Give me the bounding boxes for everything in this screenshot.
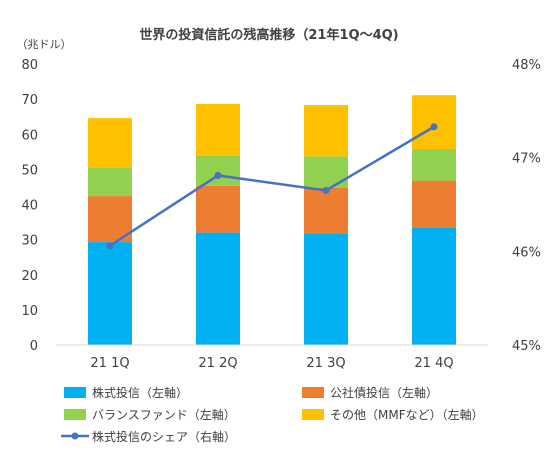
y-axis-ticks: 0 10 20 30 40 50 60 70 80	[21, 58, 38, 354]
legend-item-5: 株式投信のシェア（右軸）	[61, 429, 236, 444]
x-tick-label: 21 1Q	[90, 356, 129, 371]
y-tick-label: 80	[21, 58, 38, 73]
legend: 株式投信（左軸） 公社債投信（左軸） バランスファンド（左軸） その他（MMFなど）（…	[61, 385, 484, 444]
x-tick-label: 21 4Q	[414, 356, 453, 371]
y-tick-label: 30	[21, 234, 38, 249]
y-tick-label: 60	[21, 128, 38, 143]
bar-segment-3	[88, 167, 132, 197]
legend-item-2: 公社債投信（左軸）	[302, 385, 438, 400]
legend-label: その他（MMFなど）（左軸）	[330, 407, 484, 422]
bar-segment-3	[304, 156, 348, 188]
bar-segment-3	[196, 155, 240, 186]
legend-swatch-marker	[71, 432, 79, 440]
bar-segment-4	[412, 95, 456, 150]
share-point	[322, 186, 330, 194]
bar-segment-2	[88, 196, 132, 243]
x-tick-label: 21 3Q	[306, 356, 345, 371]
y2-tick-label: 48%	[512, 58, 541, 73]
y2-tick-label: 47%	[512, 152, 541, 167]
bar-segment-2	[196, 185, 240, 233]
bar-segment-1	[88, 242, 132, 345]
legend-swatch	[64, 409, 86, 420]
legend-label: バランスファンド（左軸）	[92, 407, 236, 422]
share-point	[214, 171, 222, 179]
y-tick-label: 40	[21, 199, 38, 214]
bar-segment-3	[412, 149, 456, 181]
y2-tick-label: 46%	[512, 245, 541, 260]
legend-swatch	[302, 387, 324, 398]
x-tick-label: 21 2Q	[198, 356, 237, 371]
legend-swatch	[64, 387, 86, 398]
y-tick-label: 10	[21, 304, 38, 319]
share-point	[106, 242, 114, 250]
bar-segment-1	[304, 234, 348, 345]
chart-title: 世界の投資信託の残高推移（21年1Q〜4Q)	[139, 27, 398, 43]
bar-segment-4	[304, 105, 348, 157]
legend-item-1: 株式投信（左軸）	[64, 385, 188, 400]
bars	[88, 95, 456, 345]
legend-item-3: バランスファンド（左軸）	[64, 407, 236, 422]
y-tick-label: 0	[30, 339, 38, 354]
bar-segment-1	[412, 228, 456, 345]
legend-swatch	[302, 409, 324, 420]
bar-segment-2	[304, 187, 348, 235]
legend-label: 株式投信のシェア（右軸）	[92, 429, 236, 444]
y-tick-label: 50	[21, 163, 38, 178]
bar-segment-4	[88, 118, 132, 168]
share-line-path	[109, 125, 435, 247]
share-point	[430, 123, 438, 131]
x-axis-ticks: 21 1Q 21 2Q 21 3Q 21 4Q	[90, 356, 453, 371]
y2-axis-ticks: 45% 46% 47% 48%	[512, 58, 541, 354]
legend-label: 公社債投信（左軸）	[330, 385, 438, 400]
y2-tick-label: 45%	[512, 339, 541, 354]
bar-segment-1	[196, 232, 240, 345]
legend-label: 株式投信（左軸）	[92, 385, 188, 400]
y-unit-label: （兆ドル）	[17, 38, 72, 51]
y-tick-label: 20	[21, 269, 38, 284]
y-tick-label: 70	[21, 93, 38, 108]
share-line	[106, 123, 438, 250]
legend-item-4: その他（MMFなど）（左軸）	[302, 407, 484, 422]
bar-segment-4	[196, 104, 240, 156]
bar-segment-2	[412, 180, 456, 229]
